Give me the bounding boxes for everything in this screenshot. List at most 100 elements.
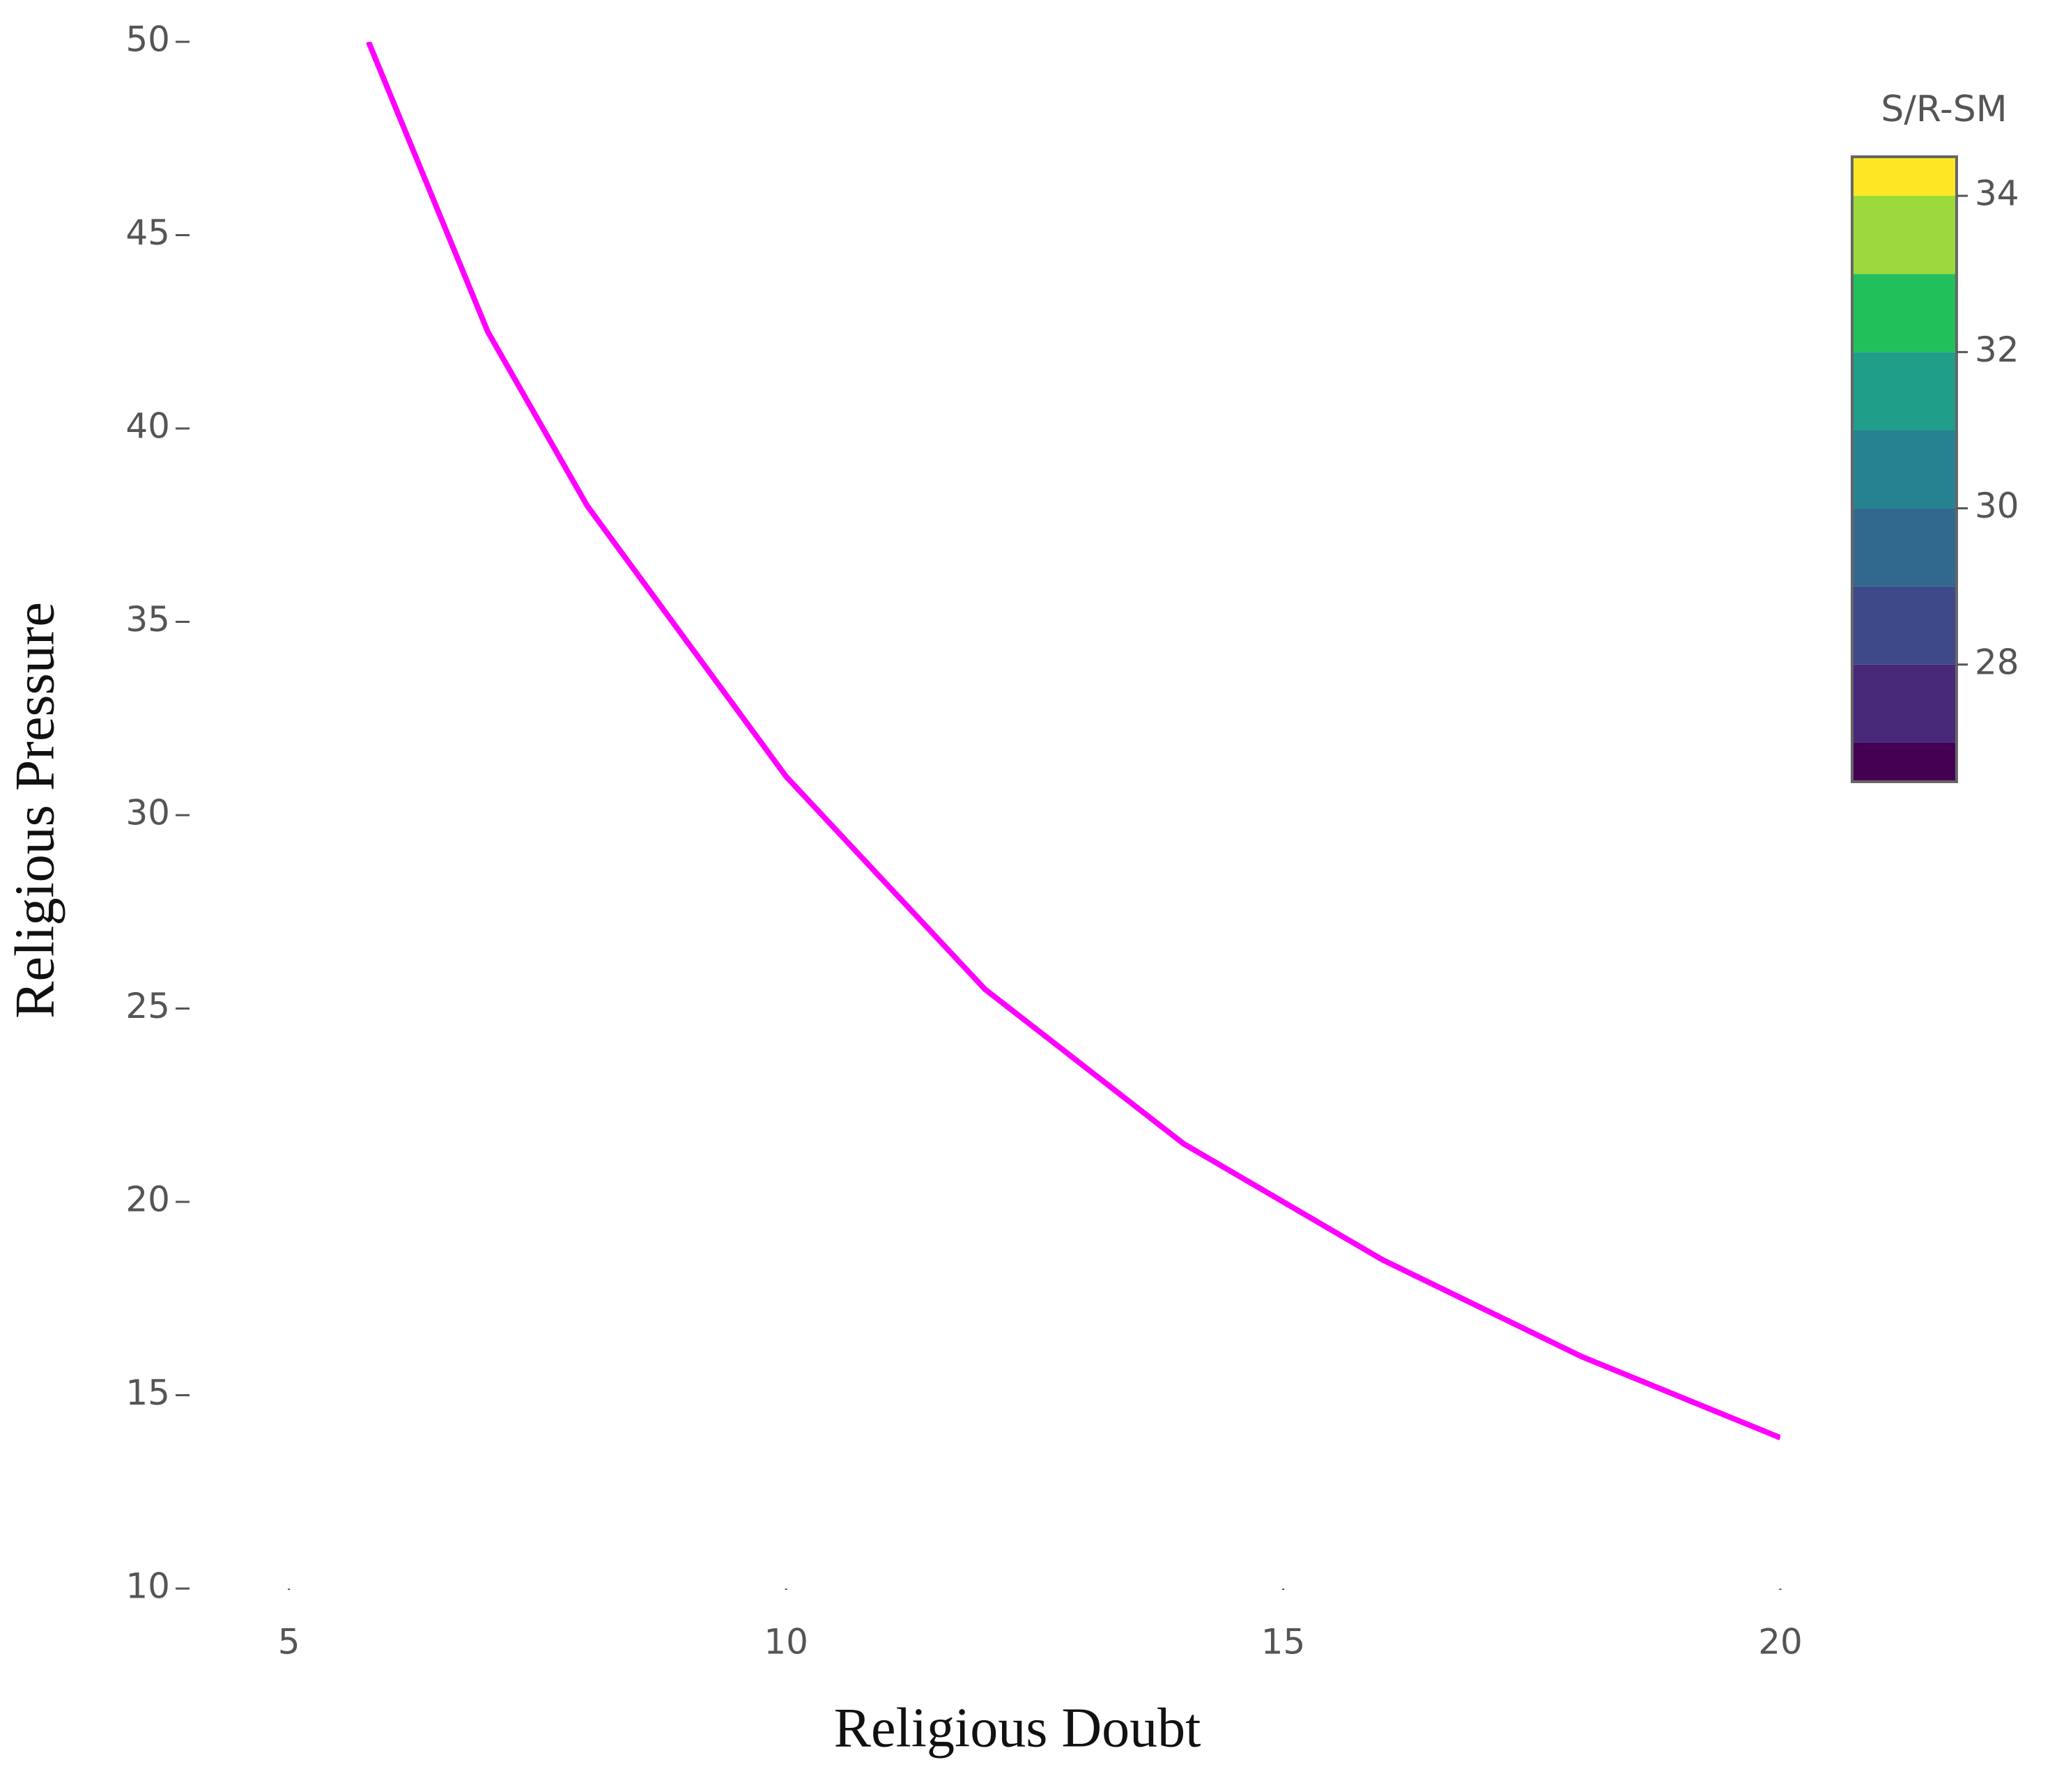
- contour-cell: [637, 332, 737, 526]
- contour-cell: [835, 911, 937, 1106]
- contour-cell: [339, 332, 439, 526]
- y-tick-label: 20: [125, 1180, 170, 1220]
- contour-cell: [1432, 718, 1533, 913]
- colorbar-tick-label: 30: [1975, 486, 2019, 526]
- contour-cell: [190, 138, 240, 333]
- contour-cell: [1233, 525, 1334, 720]
- contour-cell: [1532, 1298, 1632, 1493]
- colorbar-band: [1852, 586, 1957, 665]
- y-tick-label: 40: [125, 406, 170, 447]
- contour-cell: [1332, 718, 1433, 913]
- y-tick-label: 25: [125, 986, 170, 1026]
- contour-cell: [1730, 332, 1780, 526]
- contour-cell: [1730, 911, 1780, 1106]
- y-axis-title: Religious Pressure: [4, 602, 65, 1019]
- contour-cell: [190, 1492, 240, 1589]
- contour-cell: [1332, 332, 1433, 526]
- contour-cell: [239, 1105, 340, 1299]
- colorbar-tick-label: 34: [1975, 173, 2019, 214]
- contour-cell: [438, 525, 539, 720]
- contour-cell: [637, 718, 737, 913]
- contour-cell: [438, 138, 539, 333]
- contour-cell: [1332, 42, 1433, 139]
- contour-cell: [1532, 718, 1632, 913]
- contour-cell: [239, 1492, 340, 1589]
- contour-cell: [239, 1298, 340, 1493]
- contour-cell: [339, 1298, 439, 1493]
- colorbar-band: [1852, 742, 1957, 782]
- y-tick-label: 30: [125, 793, 170, 833]
- contour-cell: [537, 1105, 638, 1299]
- y-tick-label: 10: [125, 1566, 170, 1607]
- contour-cell: [1233, 1298, 1334, 1493]
- contour-cell: [1134, 1492, 1235, 1589]
- contour-cell: [736, 42, 837, 139]
- contour-cell: [438, 42, 539, 139]
- contour-cell: [1532, 911, 1632, 1106]
- contour-cell: [637, 1105, 737, 1299]
- contour-cell: [239, 332, 340, 526]
- contour-cell: [438, 332, 539, 526]
- contour-cell: [1134, 42, 1235, 139]
- contour-cell: [1233, 332, 1334, 526]
- contour-cell: [935, 1105, 1035, 1299]
- x-tick-label: 10: [764, 1622, 808, 1662]
- contour-cell: [537, 332, 638, 526]
- colorbar-band: [1852, 274, 1957, 353]
- contour-cell: [438, 1492, 539, 1589]
- x-axis-title: Religious Doubt: [834, 1697, 1201, 1759]
- x-tick-label: 20: [1758, 1622, 1803, 1662]
- contour-cell: [1631, 911, 1732, 1106]
- contour-cell: [239, 138, 340, 333]
- colorbar-band: [1852, 157, 1957, 196]
- contour-cell: [1432, 911, 1533, 1106]
- contour-cell: [835, 1105, 937, 1299]
- colorbar-band: [1852, 352, 1957, 431]
- contour-cell: [835, 332, 937, 526]
- contour-cell: [637, 911, 737, 1106]
- contour-cell: [239, 42, 340, 139]
- contour-cell: [1532, 332, 1632, 526]
- contour-cell: [239, 911, 340, 1106]
- contour-cell: [1332, 525, 1433, 720]
- contour-cell: [339, 911, 439, 1106]
- contour-cell: [935, 911, 1035, 1106]
- contour-cell: [1034, 332, 1135, 526]
- contour-cell: [1730, 1105, 1780, 1299]
- contour-cell: [1034, 718, 1135, 913]
- colorbar-band: [1852, 664, 1957, 743]
- contour-cell: [1233, 718, 1334, 913]
- contour-cell: [537, 42, 638, 139]
- contour-cell: [637, 42, 737, 139]
- contour-cell: [1034, 138, 1135, 333]
- contour-cell: [190, 42, 240, 139]
- contour-cell: [537, 911, 638, 1106]
- contour-cell: [1730, 42, 1780, 139]
- contour-cell: [637, 138, 737, 333]
- colorbar-band: [1852, 196, 1957, 275]
- contour-cell: [1233, 42, 1334, 139]
- contour-cell: [1432, 1492, 1533, 1589]
- contour-cell: [1631, 1105, 1732, 1299]
- contour-cell: [1332, 1298, 1433, 1493]
- contour-cell: [1631, 138, 1732, 333]
- contour-cell: [537, 138, 638, 333]
- contour-cell: [1532, 1105, 1632, 1299]
- contour-cell: [339, 1105, 439, 1299]
- colorbar-frame: [1851, 155, 1958, 783]
- contour-cell: [1233, 911, 1334, 1106]
- contour-cell: [835, 42, 937, 139]
- contour-cell: [1034, 1298, 1135, 1493]
- contour-cell: [935, 42, 1035, 139]
- contour-cell: [339, 1492, 439, 1589]
- contour-cell: [339, 138, 439, 333]
- contour-cell: [1332, 911, 1433, 1106]
- contour-cell: [1532, 42, 1632, 139]
- colorbar-band: [1852, 508, 1957, 587]
- contour-cell: [736, 1298, 837, 1493]
- contour-cell: [1631, 42, 1732, 139]
- contour-cell: [935, 332, 1035, 526]
- contour-cell: [935, 1492, 1035, 1589]
- contour-cell: [190, 1298, 240, 1493]
- contour-cell: [736, 525, 837, 720]
